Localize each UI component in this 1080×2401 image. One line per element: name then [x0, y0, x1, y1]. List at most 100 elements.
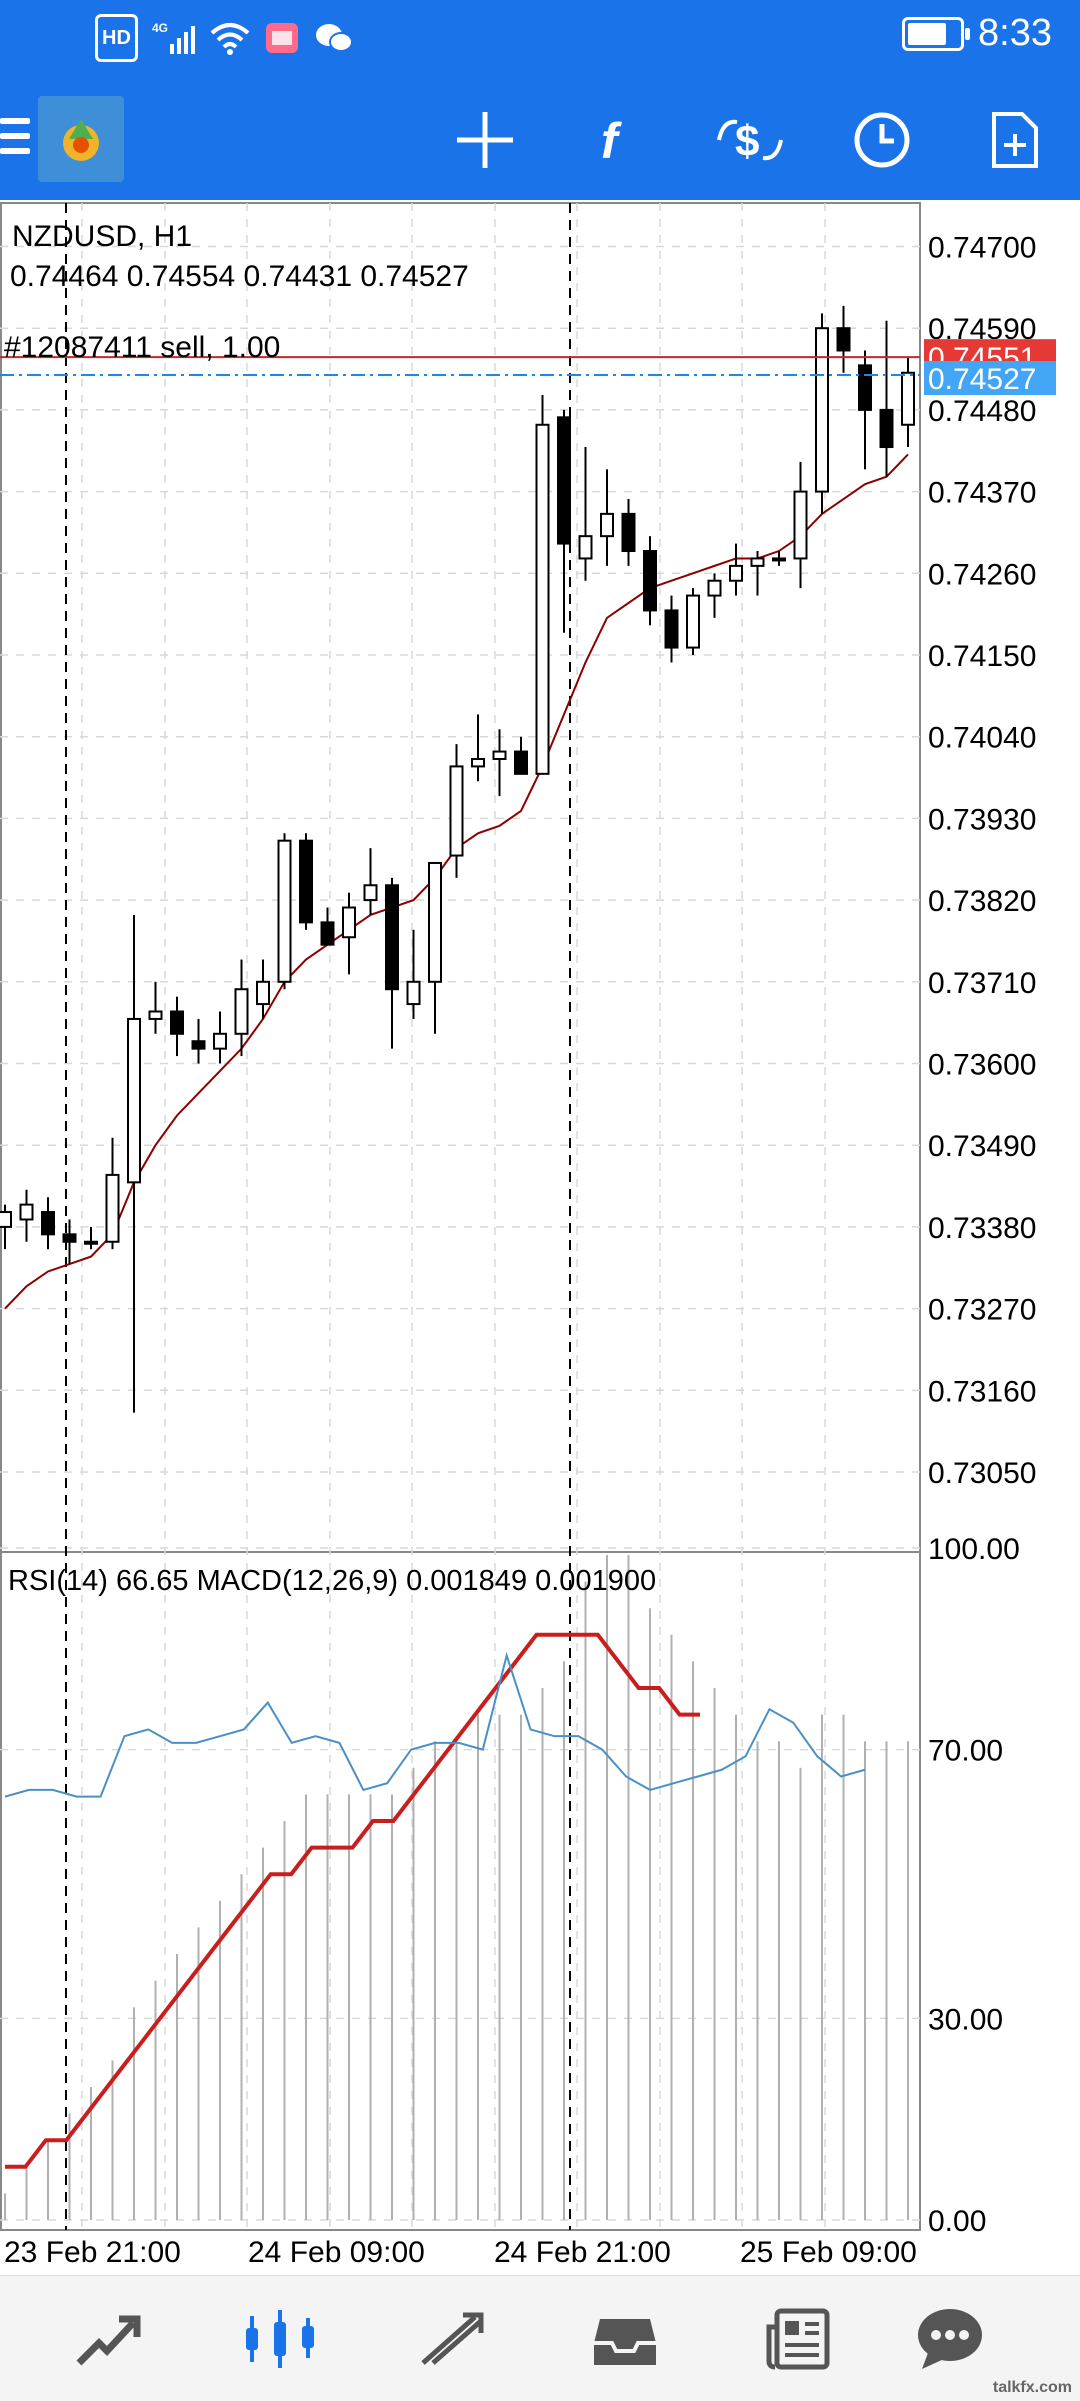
chart-symbol: NZDUSD, H1 — [12, 220, 192, 253]
trade-icon: $ — [717, 117, 783, 166]
candle-bearish — [299, 839, 313, 924]
nav-chart[interactable] — [220, 2276, 340, 2401]
candle-bullish — [750, 557, 765, 567]
app-toolbar: f $ — [0, 80, 1080, 200]
candle-bullish — [105, 1173, 120, 1243]
candle-bullish — [535, 423, 550, 775]
new-order-icon — [992, 112, 1038, 168]
indicators-button[interactable]: f — [562, 80, 672, 200]
candle-bullish — [600, 512, 614, 538]
candle-bearish — [514, 750, 528, 775]
trade-button[interactable]: $ — [695, 80, 805, 200]
candle-bearish — [879, 408, 894, 449]
candle-bullish — [363, 884, 378, 902]
chart-ohlc: 0.74464 0.74554 0.74431 0.74527 — [10, 260, 469, 293]
price-tick-label: 0.73050 — [928, 1457, 1036, 1490]
new-order-button[interactable] — [960, 80, 1070, 200]
candle-bullish — [148, 1010, 163, 1020]
nav-history[interactable] — [565, 2276, 685, 2401]
candle-bullish — [428, 861, 442, 983]
candle-bearish — [643, 550, 657, 612]
candle-bullish — [772, 557, 786, 562]
candle-bullish — [342, 906, 356, 939]
chart-area[interactable]: 0.74700 0.74590 0.74480 0.74370 0.74260 0.741… — [0, 200, 1080, 2275]
indicator-tick-label: 0.00 — [928, 2205, 986, 2238]
candle-bearish — [621, 512, 636, 553]
svg-text:$: $ — [735, 117, 759, 166]
rsi-line — [4, 1651, 866, 1798]
candle-bearish — [320, 921, 335, 946]
time-tick-label: 23 Feb 21:00 — [4, 2236, 181, 2269]
messages-icon — [918, 2308, 982, 2369]
candle-bullish — [686, 594, 700, 649]
clock-time: 8:33 — [978, 12, 1052, 54]
quotes-icon — [76, 2315, 141, 2365]
candle-bullish — [901, 371, 915, 426]
candle-bearish — [385, 884, 399, 991]
status-bar: HD 4G 8:33 — [0, 0, 1080, 80]
candle-bullish — [793, 490, 808, 560]
candle-bullish — [471, 757, 485, 768]
network-label: 4G — [152, 21, 168, 35]
hd-badge: HD — [95, 14, 138, 62]
nav-trade[interactable] — [392, 2276, 512, 2401]
price-tick-label: 0.73710 — [928, 967, 1036, 1000]
price-tick-label: 0.74040 — [928, 722, 1036, 755]
chart-icon — [246, 2309, 314, 2368]
battery-icon — [902, 16, 971, 51]
price-tick-label: 0.74150 — [928, 640, 1036, 673]
main-plot-frame — [0, 202, 921, 1553]
time-tick-label: 24 Feb 21:00 — [494, 2236, 671, 2269]
candle-bullish — [729, 564, 743, 582]
bottom-navigation: talkfx.com — [0, 2275, 1080, 2401]
position-label: #12087411 sell, 1.00 — [4, 331, 280, 364]
candle-bullish — [449, 765, 464, 857]
candle-bullish — [578, 535, 593, 560]
indicators-icon: f — [601, 113, 622, 169]
candle-bearish — [62, 1233, 77, 1243]
wechat-icon — [314, 18, 354, 58]
status-icons-left: HD 4G — [95, 14, 354, 62]
candle-bullish — [213, 1032, 227, 1050]
candle-bearish — [858, 364, 872, 411]
candle-bearish — [41, 1211, 55, 1236]
watermark: talkfx.com — [992, 2379, 1072, 2396]
crosshair-button[interactable] — [430, 80, 540, 200]
price-tick-label: 0.74370 — [928, 477, 1036, 510]
metatrader-logo[interactable] — [38, 96, 124, 182]
bid-price-text: 0.74527 — [928, 363, 1036, 396]
time-tick-label: 24 Feb 09:00 — [248, 2236, 425, 2269]
candle-bullish — [256, 980, 270, 1006]
period-button[interactable] — [827, 80, 937, 200]
candle-bullish — [815, 327, 829, 493]
price-tick-label: 0.73600 — [928, 1049, 1036, 1082]
news-icon — [766, 2308, 830, 2369]
nav-messages[interactable] — [890, 2276, 1010, 2401]
indicator-plot-frame — [0, 1551, 921, 2231]
price-tick-label: 0.73160 — [928, 1375, 1036, 1408]
indicator-label: RSI(14) 66.65 MACD(12,26,9) 0.001849 0.0… — [8, 1565, 656, 1597]
nav-news[interactable] — [738, 2276, 858, 2401]
price-tick-label: 0.74480 — [928, 395, 1036, 428]
candle-bullish — [0, 1211, 12, 1228]
indicator-tick-label: 30.00 — [928, 2003, 1003, 2036]
app-notification-icon — [264, 18, 300, 58]
price-tick-label: 0.73380 — [928, 1212, 1036, 1245]
time-tick-label: 25 Feb 09:00 — [740, 2236, 917, 2269]
nav-quotes[interactable] — [48, 2276, 168, 2401]
price-chart[interactable]: 0.747000.745900.744800.743700.742600.741… — [0, 200, 1080, 2275]
candle-bullish — [19, 1203, 34, 1221]
price-tick-label: 0.74700 — [928, 232, 1036, 265]
price-tick-label: 0.73820 — [928, 885, 1036, 918]
macd-signal-line — [5, 1632, 700, 2169]
svg-text:f: f — [601, 113, 622, 169]
status-icons-right: 8:33 — [902, 12, 1052, 55]
candle-bullish — [277, 839, 292, 983]
menu-icon[interactable] — [0, 118, 30, 162]
candle-bearish — [191, 1040, 206, 1050]
candle-bullish — [707, 579, 722, 597]
price-tick-label: 0.74260 — [928, 558, 1036, 591]
signal-icon: 4G — [152, 18, 196, 58]
candle-bearish — [170, 1010, 184, 1035]
candle-bearish — [557, 416, 571, 545]
